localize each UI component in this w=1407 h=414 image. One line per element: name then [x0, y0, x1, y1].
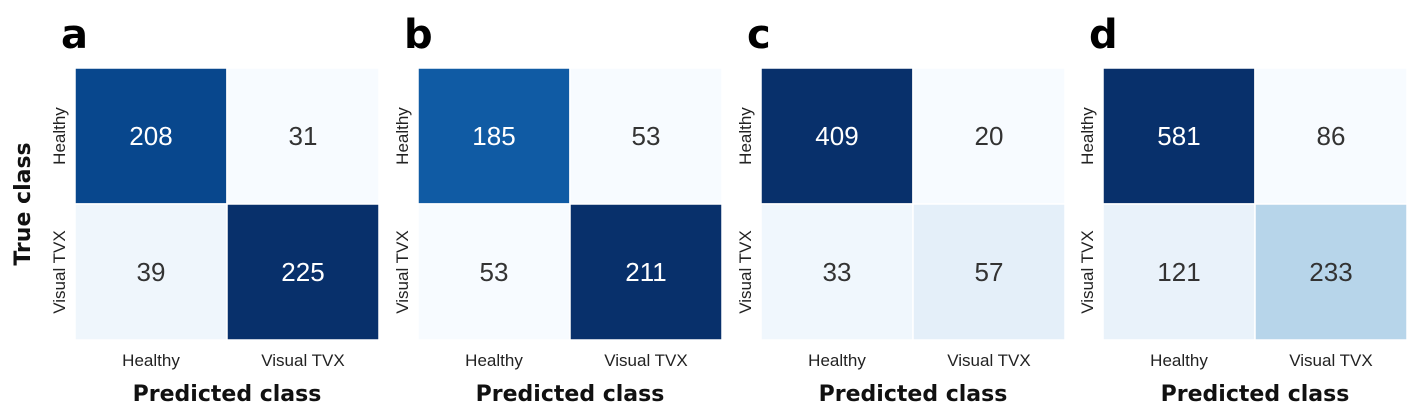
y-tick-label: Visual TVX — [736, 230, 755, 313]
cell-value-label: 57 — [975, 257, 1004, 287]
heatmap-cell — [226, 67, 380, 205]
panel-a: a 208 31 39 225 Healthy Visual TVX Healthy Visua… — [11, 12, 380, 407]
y-tick-label: Healthy — [1078, 107, 1097, 165]
heatmap-cell — [1102, 203, 1256, 341]
cell-value-label: 33 — [823, 257, 852, 287]
x-axis-label: Predicted class — [476, 382, 665, 407]
y-tick-label: Healthy — [393, 107, 412, 165]
cell-value-label: 86 — [1317, 121, 1346, 151]
panel-letter: c — [747, 12, 771, 58]
cell-value-label: 39 — [137, 257, 166, 287]
cell-value-label: 409 — [815, 121, 858, 151]
x-tick-label: Healthy — [1150, 351, 1208, 370]
cell-value-label: 53 — [632, 121, 661, 151]
x-tick-label: Visual TVX — [604, 351, 687, 370]
heatmap-cell — [74, 203, 228, 341]
cell-value-label: 53 — [480, 257, 509, 287]
x-tick-label: Healthy — [465, 351, 523, 370]
x-tick-label: Healthy — [808, 351, 866, 370]
x-tick-label: Visual TVX — [261, 351, 344, 370]
x-tick-label: Visual TVX — [947, 351, 1030, 370]
panel-c: c 409 20 33 57 Healthy Visual TVX Healthy Visual… — [736, 12, 1066, 407]
panel-letter: a — [61, 12, 88, 58]
heatmap-cell — [912, 67, 1066, 205]
y-axis-label: True class — [11, 142, 36, 265]
y-tick-label: Visual TVX — [393, 230, 412, 313]
cell-value-label: 121 — [1157, 257, 1200, 287]
panel-letter: b — [404, 12, 433, 58]
x-axis-label: Predicted class — [819, 382, 1008, 407]
x-axis-label: Predicted class — [133, 382, 322, 407]
heatmap-cell — [1102, 67, 1256, 205]
cell-value-label: 31 — [289, 121, 318, 151]
heatmap-cell — [1254, 203, 1407, 341]
cell-value-label: 20 — [975, 121, 1004, 151]
y-tick-label: Healthy — [736, 107, 755, 165]
cell-value-label: 211 — [625, 257, 666, 287]
panel-b: b 185 53 53 211 Healthy Visual TVX Healthy Visua… — [393, 12, 723, 407]
cell-value-label: 185 — [472, 121, 515, 151]
cell-value-label: 208 — [129, 121, 172, 151]
cell-value-label: 233 — [1309, 257, 1352, 287]
heatmap-cell — [74, 67, 228, 205]
y-tick-label: Visual TVX — [1078, 230, 1097, 313]
heatmap-cell — [912, 203, 1066, 341]
y-tick-label: Healthy — [50, 107, 69, 165]
x-tick-label: Healthy — [122, 351, 180, 370]
y-tick-label: Visual TVX — [50, 230, 69, 313]
panel-letter: d — [1089, 12, 1118, 58]
x-axis-label: Predicted class — [1161, 382, 1350, 407]
heatmap-cell — [569, 67, 723, 205]
heatmap-cell — [569, 203, 723, 341]
panel-d: d 581 86 121 233 Healthy Visual TVX Healthy Visu… — [1078, 12, 1407, 407]
heatmap-cell — [417, 67, 571, 205]
cell-value-label: 225 — [281, 257, 324, 287]
heatmap-cell — [417, 203, 571, 341]
cell-value-label: 581 — [1157, 121, 1200, 151]
heatmap-cell — [226, 203, 380, 341]
x-tick-label: Visual TVX — [1289, 351, 1372, 370]
